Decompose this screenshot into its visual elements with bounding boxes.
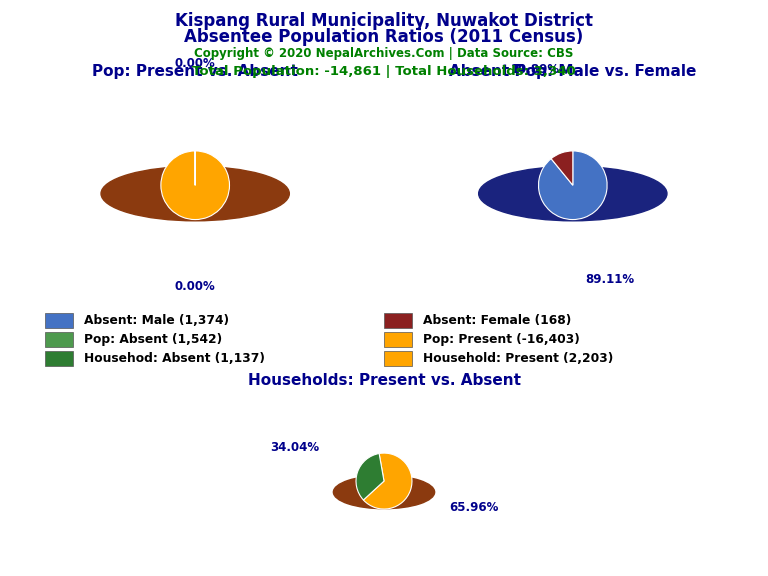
Ellipse shape [478,166,667,221]
Text: Absent: Female (168): Absent: Female (168) [423,314,571,327]
Wedge shape [551,151,573,185]
Text: Pop: Absent (1,542): Pop: Absent (1,542) [84,333,222,346]
Text: Absent: Male (1,374): Absent: Male (1,374) [84,314,229,327]
Wedge shape [363,453,412,509]
Bar [45,313,73,328]
Title: Households: Present vs. Absent: Households: Present vs. Absent [247,373,521,388]
Text: Pop: Present (-16,403): Pop: Present (-16,403) [423,333,580,346]
Title: Pop: Present vs. Absent: Pop: Present vs. Absent [92,65,298,79]
Text: Copyright © 2020 NepalArchives.Com | Data Source: CBS: Copyright © 2020 NepalArchives.Com | Dat… [194,47,574,60]
Text: 65.96%: 65.96% [449,501,498,514]
Text: Househod: Absent (1,137): Househod: Absent (1,137) [84,352,265,365]
Text: 10.89%: 10.89% [511,63,560,76]
Bar [384,313,412,328]
Wedge shape [161,151,230,219]
Ellipse shape [101,166,290,221]
Text: 34.04%: 34.04% [270,441,319,453]
Bar [384,351,412,366]
Text: Absentee Population Ratios (2011 Census): Absentee Population Ratios (2011 Census) [184,28,584,46]
Text: 0.00%: 0.00% [175,280,216,293]
Title: Absent Pop: Male vs. Female: Absent Pop: Male vs. Female [449,65,697,79]
Wedge shape [356,453,384,500]
Text: 0.00%: 0.00% [175,57,216,70]
Text: Total Population: -14,861 | Total Households: 3,340: Total Population: -14,861 | Total Househ… [192,65,576,78]
Text: Household: Present (2,203): Household: Present (2,203) [423,352,614,365]
Text: Kispang Rural Municipality, Nuwakot District: Kispang Rural Municipality, Nuwakot Dist… [175,12,593,29]
Text: 89.11%: 89.11% [586,274,635,286]
Bar [45,351,73,366]
Wedge shape [538,151,607,219]
Ellipse shape [333,476,435,509]
Bar [384,332,412,347]
Bar [45,332,73,347]
